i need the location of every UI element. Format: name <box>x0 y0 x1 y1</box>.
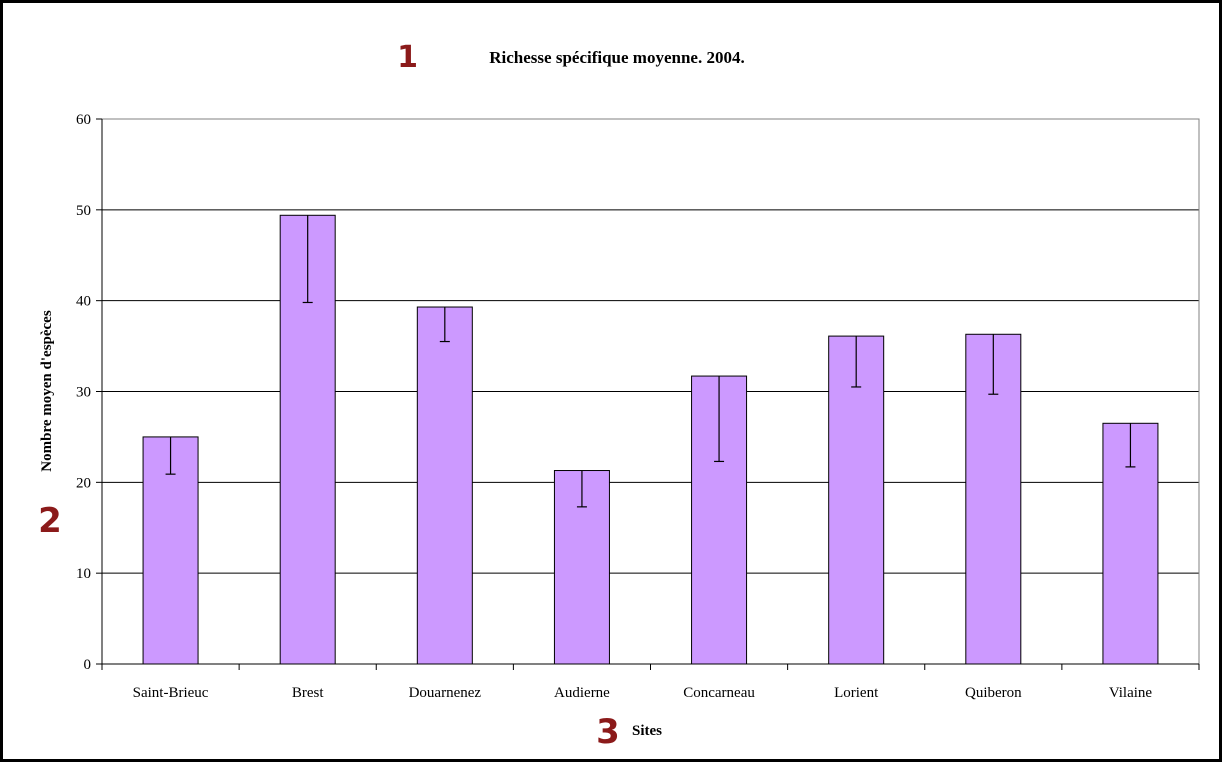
x-tick-label: Quiberon <box>965 685 1022 701</box>
chart-title: Richesse spécifique moyenne. 2004. <box>489 48 744 67</box>
x-tick-label: Douarnenez <box>409 685 482 701</box>
error-bar-douarnenez <box>439 307 450 343</box>
y-tick-label: 30 <box>76 385 91 401</box>
title-marker: 1 <box>397 40 418 75</box>
x-tick-label: Concarneau <box>683 685 755 701</box>
grid-lines <box>102 118 1199 574</box>
error-bar-brest <box>302 215 313 304</box>
x-tick-label: Lorient <box>834 685 879 701</box>
x-ticks: Saint-Brieuc Brest Douarnenez Audierne Conca… <box>101 664 1200 701</box>
x-axis-label: Sites <box>632 723 662 739</box>
y-axis-label: Nombre moyen d'espèces <box>39 310 55 472</box>
bars <box>142 214 1159 665</box>
bar-lorient <box>828 335 885 665</box>
xlabel-marker: 3 <box>596 712 620 752</box>
ylabel-marker: 2 <box>38 501 62 541</box>
y-tick-label: 60 <box>76 112 91 128</box>
bar-douarnenez <box>416 306 473 665</box>
y-tick-label: 40 <box>76 294 91 310</box>
error-bar-concarneau <box>714 376 725 463</box>
bar-saint-brieuc <box>142 436 199 665</box>
x-tick-label: Saint-Brieuc <box>133 685 209 701</box>
x-tick-label: Brest <box>292 685 324 701</box>
y-ticks: 0 10 20 30 40 50 60 <box>76 112 102 673</box>
error-bar-vilaine <box>1125 423 1136 468</box>
error-bar-saint-brieuc <box>165 436 176 475</box>
y-tick-label: 50 <box>76 203 91 219</box>
x-tick-label: Vilaine <box>1109 685 1153 701</box>
error-bars <box>165 215 1136 508</box>
error-bar-audierne <box>576 470 587 508</box>
error-bar-quiberon <box>988 334 999 395</box>
y-tick-label: 20 <box>76 475 91 491</box>
y-tick-label: 0 <box>84 657 92 673</box>
x-tick-label: Audierne <box>554 685 610 701</box>
y-tick-label: 10 <box>76 566 91 582</box>
error-bar-lorient <box>851 336 862 388</box>
